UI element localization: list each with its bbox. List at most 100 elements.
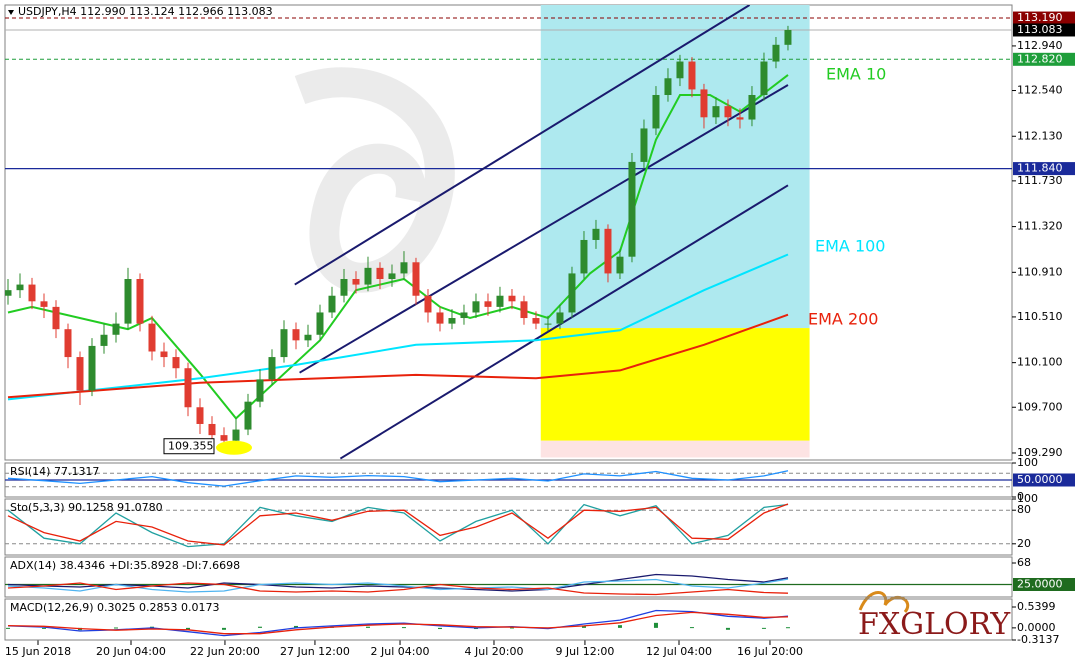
panel-plot [5, 609, 790, 637]
x-tick-label: 2 Jul 04:00 [371, 645, 430, 658]
histogram-bar [41, 627, 46, 629]
candle-body [532, 318, 540, 324]
histogram-bar [113, 627, 118, 629]
histogram-bar [581, 625, 586, 628]
panel-plot [5, 573, 1012, 596]
level-label: 112.820 [1017, 52, 1063, 65]
x-tick-label: 12 Jul 04:00 [646, 645, 712, 658]
candle-body [700, 89, 708, 118]
level-label-bg [1013, 578, 1075, 591]
zone [540, 328, 810, 441]
candle-body [424, 295, 432, 313]
series-label: EMA 100 [815, 237, 885, 256]
candle-body [376, 267, 384, 280]
level-label: 50.0000 [1017, 473, 1063, 486]
logo: FXGLORY [858, 607, 1011, 642]
series-line [7, 578, 789, 593]
candle-body [496, 295, 504, 307]
panel-title: MACD(12,26,9) 0.3025 0.2853 0.0173 [10, 601, 220, 614]
candle-body [652, 94, 660, 129]
level-label-bg [1013, 473, 1075, 487]
x-tick-label: 15 Jun 2018 [5, 645, 71, 658]
candle-body [628, 161, 636, 257]
series-line [7, 253, 789, 401]
low-label-box [163, 438, 215, 455]
candle-body [640, 128, 648, 162]
candle-body [712, 106, 720, 118]
candle-body [280, 329, 288, 358]
y-tick-label: 68 [1017, 556, 1031, 569]
y-tick-label: 100 [1017, 456, 1038, 469]
candle-body [436, 312, 444, 324]
candle-body [352, 279, 360, 285]
panel-frame [4, 556, 1013, 598]
low-marker [215, 440, 252, 455]
candle-body [412, 262, 420, 296]
x-tick-label: 27 Jun 12:00 [280, 645, 350, 658]
candle-body [388, 273, 396, 280]
candle-body [52, 306, 60, 330]
candle-body [148, 323, 156, 352]
y-tick-label: 20 [1017, 537, 1031, 550]
candle-body [292, 329, 300, 341]
candle-body [736, 117, 744, 120]
candle-body [100, 334, 108, 346]
candle-body [196, 407, 204, 424]
histogram-bar [257, 626, 262, 628]
level-label-bg [1013, 23, 1075, 37]
y-tick-label: 110.100 [1017, 356, 1063, 369]
candle-body [256, 379, 264, 402]
candle-body [580, 239, 588, 274]
histogram-bar [185, 627, 190, 630]
candle-body [184, 368, 192, 408]
level-label-bg [1013, 11, 1075, 25]
y-tick-label: 80 [1017, 503, 1031, 516]
candle-body [40, 301, 48, 307]
candle-body [484, 301, 492, 307]
y-tick-label: 112.130 [1017, 129, 1063, 142]
histogram-bar [437, 627, 442, 630]
candle-body [748, 94, 756, 120]
candle-body [784, 29, 792, 45]
panel-title: ADX(14) 38.4346 +DI:35.8928 -DI:7.6698 [10, 559, 240, 572]
histogram-bar [221, 627, 226, 630]
y-tick-label: 111.320 [1017, 220, 1063, 233]
histogram-bar [5, 627, 10, 629]
y-tick-label: 111.730 [1017, 174, 1063, 187]
candle-body [220, 435, 228, 441]
chart-title: USDJPY,H4 112.990 113.124 112.966 113.08… [18, 5, 273, 18]
candle-body [28, 284, 36, 302]
candle-body [544, 323, 552, 325]
candle-body [16, 284, 24, 291]
histogram-bar [509, 627, 514, 629]
candle-body [448, 318, 456, 324]
y-tick-label: 112.540 [1017, 84, 1063, 97]
candle-body [664, 78, 672, 95]
channel-line [339, 184, 789, 460]
candle-body [760, 61, 768, 95]
series-line [7, 573, 789, 592]
candle-body [568, 273, 576, 313]
series-label: EMA 200 [808, 310, 878, 329]
histogram-bar [653, 622, 658, 628]
candle-body [5, 290, 12, 296]
candle-body [688, 61, 696, 90]
x-tick-label: 9 Jul 12:00 [555, 645, 614, 658]
y-tick-label: 100 [1017, 492, 1038, 505]
panel-frame [4, 598, 1013, 641]
candle-body [124, 279, 132, 324]
channel-line [294, 5, 751, 286]
panel-frame [4, 4, 1013, 461]
panel-plot [5, 503, 1012, 548]
y-tick-label: 112.940 [1017, 39, 1063, 52]
low-label: 109.355 [168, 440, 214, 453]
zone [540, 440, 810, 458]
y-tick-label: 0.0000 [1017, 621, 1056, 634]
level-label-bg [1013, 162, 1075, 176]
histogram-bar [785, 627, 790, 629]
candle-body [460, 312, 468, 319]
y-tick-label: -0.3137 [1017, 633, 1059, 646]
series-line [7, 609, 789, 637]
histogram-bar [725, 627, 730, 630]
